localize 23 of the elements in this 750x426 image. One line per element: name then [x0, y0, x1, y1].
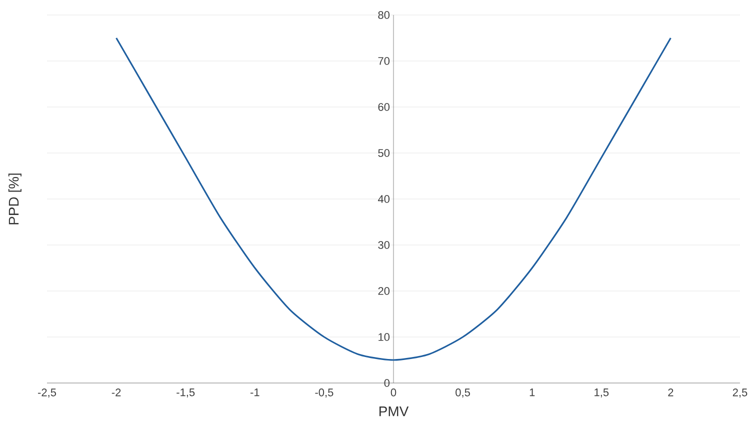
y-tick-label: 10: [378, 333, 390, 341]
y-axis-title: PPD [%]: [8, 174, 22, 224]
x-tick-label: 1: [530, 388, 535, 396]
y-tick-label: 0: [384, 379, 390, 387]
x-tick-label: -1,5: [176, 388, 195, 398]
x-tick-label: 2,5: [732, 388, 748, 398]
x-tick-label: 0,5: [456, 388, 470, 398]
y-tick-label: 20: [378, 287, 390, 295]
x-axis-title: PMV: [379, 406, 409, 416]
y-tick-label: 60: [378, 103, 390, 111]
x-tick-label: 0: [390, 388, 396, 396]
y-tick-label: 30: [378, 241, 390, 249]
line-series: [116, 37, 672, 361]
x-tick-label: -2,5: [38, 388, 56, 398]
y-tick-label: 50: [378, 149, 390, 157]
x-tick-label: 1,5: [594, 388, 609, 398]
x-tick-label: -0,5: [315, 388, 334, 398]
y-tick-label: 70: [378, 57, 390, 65]
x-tick-label: -1: [250, 388, 260, 396]
y-tick-label: 40: [378, 195, 390, 203]
x-tick-label: -2: [112, 388, 121, 396]
y-tick-label: 80: [378, 11, 390, 19]
x-tick-label: 2: [668, 388, 674, 396]
